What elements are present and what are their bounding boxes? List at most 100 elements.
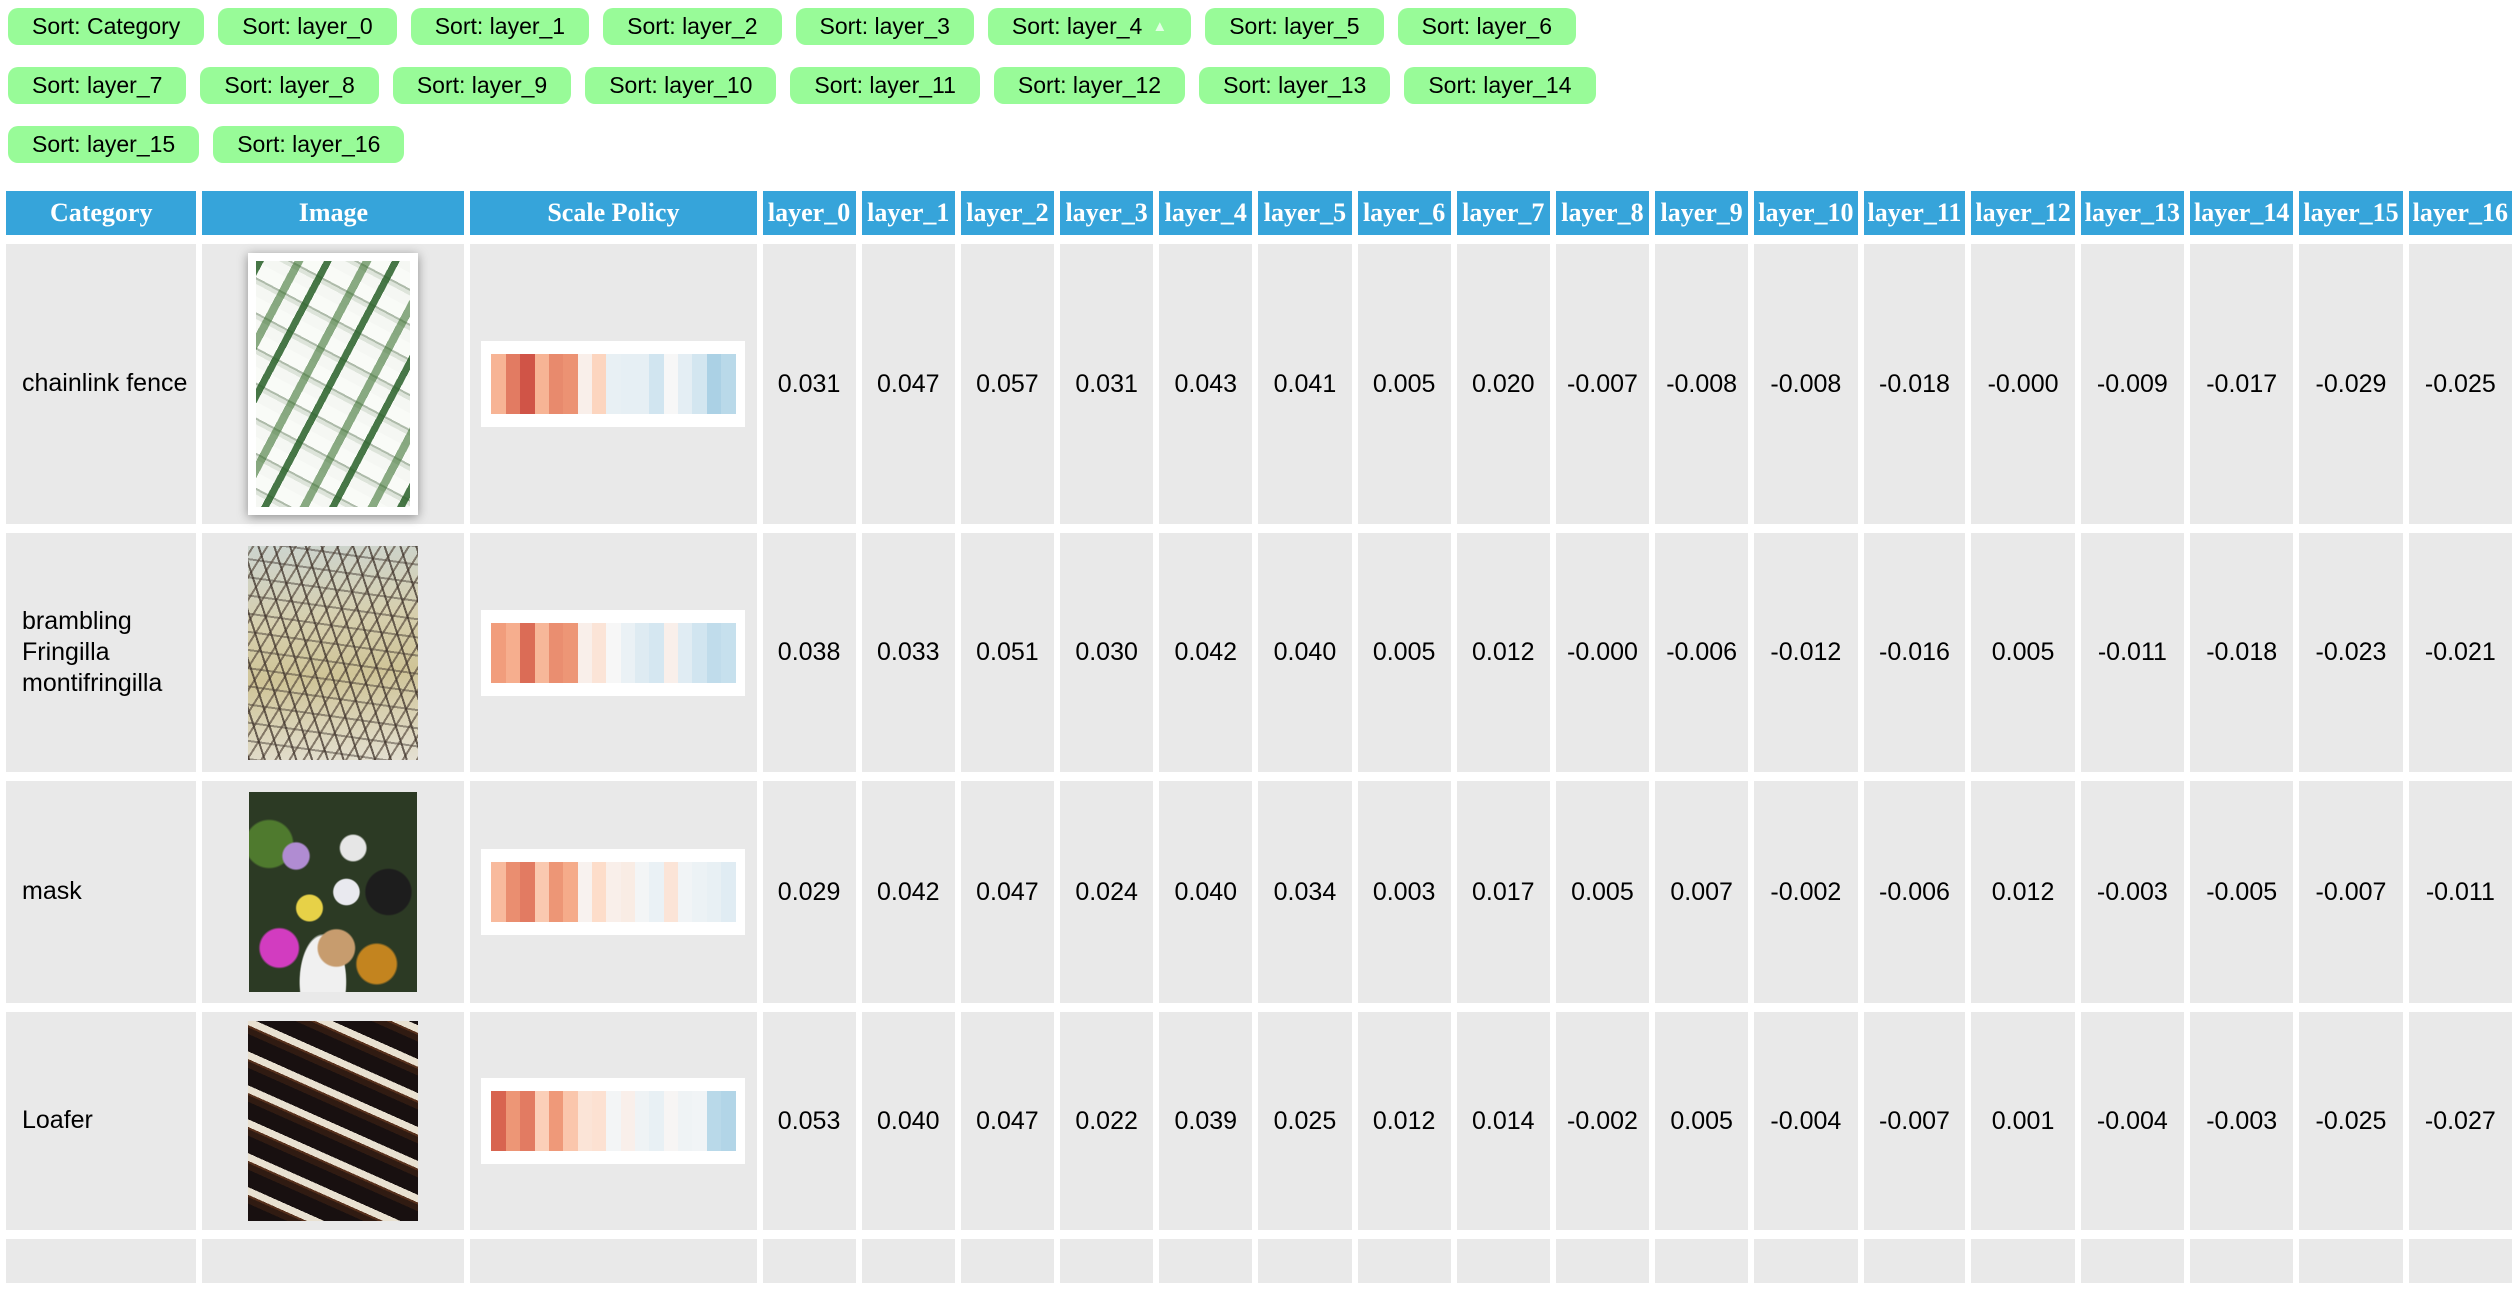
value-cell-layer_8: 0.005 bbox=[1555, 781, 1650, 1003]
value-cell-layer_10: -0.004 bbox=[1754, 1012, 1858, 1230]
colorbar-segment bbox=[649, 622, 664, 683]
sort-button-layer_4[interactable]: Sort: layer_4 ▲ bbox=[987, 8, 1192, 45]
scale-policy-cell bbox=[470, 244, 757, 524]
sort-button-label: Sort: layer_14 bbox=[1428, 72, 1572, 98]
value-cell-layer_3: 0.022 bbox=[1060, 1012, 1154, 1230]
value-cell-layer_16: -0.027 bbox=[2408, 1012, 2512, 1230]
sort-button-layer_6[interactable]: Sort: layer_6 bbox=[1397, 8, 1576, 45]
colorbar-segment bbox=[663, 1091, 679, 1151]
colorbar-segment bbox=[635, 622, 650, 683]
colorbar-segment bbox=[635, 862, 650, 922]
column-header-layer_3: layer_3 bbox=[1060, 191, 1154, 235]
column-header-layer_16: layer_16 bbox=[2408, 191, 2512, 235]
value-cell-layer_2: 0.051 bbox=[960, 533, 1055, 772]
partial-cell bbox=[2080, 1239, 2185, 1283]
value-cell-layer_1: 0.033 bbox=[861, 533, 955, 772]
colorbar-segment bbox=[620, 862, 636, 922]
value-cell-layer_2: 0.047 bbox=[960, 1012, 1055, 1230]
colorbar-segment bbox=[678, 354, 693, 414]
sort-button-layer_1[interactable]: Sort: layer_1 bbox=[410, 8, 590, 45]
value-cell-layer_1: 0.042 bbox=[861, 781, 955, 1003]
partial-cell bbox=[1971, 1239, 2075, 1283]
image-cell bbox=[202, 533, 465, 772]
partial-cell bbox=[202, 1239, 465, 1283]
colorbar-segment bbox=[520, 862, 535, 922]
value-cell-layer_10: -0.012 bbox=[1754, 533, 1858, 772]
sort-button-label: Sort: layer_5 bbox=[1229, 13, 1360, 39]
sort-button-layer_3[interactable]: Sort: layer_3 bbox=[795, 8, 974, 45]
category-cell: brambling Fringilla montifringilla bbox=[6, 533, 197, 772]
value-cell-layer_16: -0.021 bbox=[2408, 533, 2512, 772]
colorbar-segment bbox=[563, 862, 578, 922]
value-cell-layer_13: -0.009 bbox=[2080, 244, 2185, 524]
loafer-image bbox=[248, 1021, 419, 1221]
sort-button-layer_15[interactable]: Sort: layer_15 bbox=[8, 126, 200, 163]
sort-button-layer_11[interactable]: Sort: layer_11 bbox=[790, 67, 980, 104]
table-row: mask 0.029 0.042 0.047 0.024 0.040 0.034 0.003 0… bbox=[6, 781, 2512, 1003]
colorbar-segment bbox=[606, 354, 621, 414]
colorbar-segment bbox=[534, 354, 549, 414]
page: Sort: Category Sort: layer_0 Sort: layer_1… bbox=[0, 8, 2518, 1292]
sort-button-layer_13[interactable]: Sort: layer_13 bbox=[1199, 67, 1391, 104]
value-cell-layer_9: -0.006 bbox=[1655, 533, 1749, 772]
value-cell-layer_0: 0.053 bbox=[762, 1012, 856, 1230]
value-cell-layer_6: 0.005 bbox=[1357, 533, 1451, 772]
value-cell-layer_15: -0.023 bbox=[2299, 533, 2403, 772]
value-cell-layer_13: -0.004 bbox=[2080, 1012, 2185, 1230]
colorbar-segment bbox=[548, 622, 564, 683]
colorbar-segment bbox=[678, 622, 693, 683]
value-cell-layer_8: -0.002 bbox=[1555, 1012, 1650, 1230]
sort-button-layer_5[interactable]: Sort: layer_5 bbox=[1205, 8, 1384, 45]
value-cell-layer_12: 0.001 bbox=[1971, 1012, 2075, 1230]
value-cell-layer_2: 0.057 bbox=[960, 244, 1055, 524]
table-row: Loafer 0.053 0.040 0.047 0.022 0.039 0.025 0.01… bbox=[6, 1012, 2512, 1230]
colorbar-segment bbox=[491, 1091, 506, 1151]
partial-cell bbox=[1357, 1239, 1451, 1283]
column-header-layer_5: layer_5 bbox=[1258, 191, 1352, 235]
colorbar-segment bbox=[706, 1091, 722, 1151]
scale-policy-cell bbox=[470, 1012, 757, 1230]
colorbar-segment bbox=[678, 1091, 693, 1151]
colorbar-segment bbox=[692, 1091, 707, 1151]
sort-button-layer_10[interactable]: Sort: layer_10 bbox=[585, 67, 777, 104]
column-header-layer_8: layer_8 bbox=[1555, 191, 1650, 235]
sort-button-layer_9[interactable]: Sort: layer_9 bbox=[392, 67, 572, 104]
partial-cell bbox=[470, 1239, 757, 1283]
colorbar-segment bbox=[548, 862, 564, 922]
value-cell-layer_5: 0.041 bbox=[1258, 244, 1352, 524]
value-cell-layer_0: 0.031 bbox=[762, 244, 856, 524]
mask-image bbox=[249, 792, 418, 992]
sort-button-category[interactable]: Sort: Category bbox=[8, 8, 205, 45]
colorbar-segment bbox=[505, 862, 521, 922]
sort-button-layer_16[interactable]: Sort: layer_16 bbox=[213, 126, 405, 163]
value-cell-layer_1: 0.040 bbox=[861, 1012, 955, 1230]
partial-cell bbox=[960, 1239, 1055, 1283]
sort-button-layer_12[interactable]: Sort: layer_12 bbox=[993, 67, 1186, 104]
colorbar-strip bbox=[491, 862, 736, 922]
value-cell-layer_16: -0.025 bbox=[2408, 244, 2512, 524]
sort-button-layer_0[interactable]: Sort: layer_0 bbox=[218, 8, 397, 45]
value-cell-layer_13: -0.011 bbox=[2080, 533, 2185, 772]
sort-button-layer_7[interactable]: Sort: layer_7 bbox=[8, 67, 187, 104]
colorbar-segment bbox=[505, 1091, 521, 1151]
colorbar-segment bbox=[563, 354, 578, 414]
sort-button-label: Sort: layer_13 bbox=[1223, 72, 1367, 98]
value-cell-layer_15: -0.029 bbox=[2299, 244, 2403, 524]
value-cell-layer_12: 0.012 bbox=[1971, 781, 2075, 1003]
colorbar-segment bbox=[606, 862, 621, 922]
colorbar-segment bbox=[692, 862, 707, 922]
value-cell-layer_7: 0.017 bbox=[1456, 781, 1550, 1003]
value-cell-layer_14: -0.005 bbox=[2190, 781, 2294, 1003]
sort-button-label: Sort: layer_15 bbox=[32, 131, 176, 157]
value-cell-layer_4: 0.039 bbox=[1159, 1012, 1253, 1230]
sort-button-layer_8[interactable]: Sort: layer_8 bbox=[200, 67, 379, 104]
scale-policy-colorbar bbox=[481, 1078, 746, 1164]
sort-button-label: Sort: layer_6 bbox=[1421, 13, 1552, 39]
value-cell-layer_4: 0.040 bbox=[1159, 781, 1253, 1003]
column-header-layer_11: layer_11 bbox=[1863, 191, 1966, 235]
column-header-layer_6: layer_6 bbox=[1357, 191, 1451, 235]
sort-button-layer_2[interactable]: Sort: layer_2 bbox=[603, 8, 782, 45]
sort-button-layer_14[interactable]: Sort: layer_14 bbox=[1404, 67, 1596, 104]
sort-button-bar: Sort: Category Sort: layer_0 Sort: layer_1… bbox=[8, 8, 1608, 163]
results-table: Category Image Scale Policy layer_0 layer_1 l… bbox=[0, 182, 2518, 1292]
